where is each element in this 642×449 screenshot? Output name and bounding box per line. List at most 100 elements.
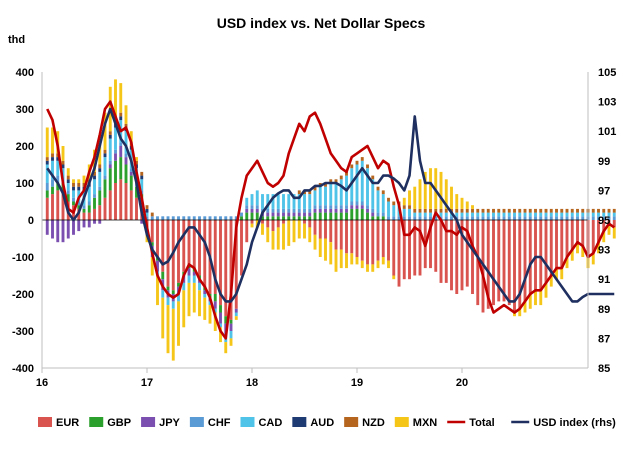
bar-jpy [366, 208, 369, 213]
bar-nzd [481, 208, 485, 213]
bar-cad [245, 197, 249, 206]
bar-cad [61, 168, 65, 180]
bar-eur [591, 220, 595, 254]
bar-cad [124, 131, 128, 154]
bar-cad [471, 212, 474, 217]
bar-gbp [266, 216, 270, 220]
bar-chf [255, 205, 259, 209]
bar-jpy [140, 220, 144, 224]
bar-chf [208, 216, 212, 220]
bar-nzd [581, 208, 585, 213]
bar-eur [350, 220, 354, 254]
bar-mxn [444, 179, 448, 209]
bar-jpy [87, 220, 91, 228]
bar-eur [602, 220, 606, 232]
bar-mxn [282, 223, 285, 250]
bar-nzd [371, 175, 375, 180]
bar-jpy [324, 208, 327, 213]
bar-cad [108, 138, 112, 161]
y-right-tick-label: 91 [598, 274, 610, 286]
bar-mxn [366, 264, 369, 272]
bar-gbp [313, 212, 317, 220]
bar-cad [250, 194, 254, 206]
bar-eur [129, 190, 133, 220]
bar-chf [345, 205, 348, 209]
bar-jpy [72, 220, 75, 235]
bar-nzd [82, 183, 86, 187]
bar-chf [156, 216, 159, 220]
bar-chf [318, 205, 322, 209]
bar-jpy [203, 290, 207, 294]
bar-mxn [308, 227, 312, 243]
bar-chf [103, 175, 107, 180]
bar-chf [555, 216, 558, 220]
bar-jpy [124, 157, 128, 165]
bar-mxn [177, 301, 180, 346]
bar-gbp [77, 205, 81, 209]
bar-nzd [602, 208, 606, 213]
bar-mxn [360, 260, 364, 269]
legend-swatch-gbp [89, 417, 104, 427]
bar-mxn [51, 127, 54, 154]
bar-eur [313, 220, 317, 235]
bar-chf [371, 208, 375, 213]
bar-chf [576, 216, 579, 220]
bar-mxn [61, 146, 65, 161]
bar-mxn [66, 168, 70, 176]
bar-chf [271, 208, 275, 213]
bar-eur [182, 220, 186, 272]
bar-chf [350, 201, 354, 206]
bar-mxn [208, 305, 212, 324]
bar-chf [77, 201, 81, 206]
bar-gbp [72, 201, 75, 206]
bar-cad [103, 157, 107, 176]
bar-cad [549, 212, 553, 217]
bar-nzd [308, 190, 312, 195]
bar-nzd [434, 208, 438, 213]
y-right-tick-label: 105 [598, 67, 616, 79]
bar-eur [345, 220, 348, 254]
bar-nzd [329, 179, 333, 183]
y-left-tick-label: -400 [12, 363, 34, 375]
bar-chf [329, 205, 333, 209]
bar-cad [523, 212, 527, 217]
bar-aud [140, 175, 144, 180]
bar-nzd [145, 205, 149, 209]
x-tick-label: 18 [246, 377, 258, 389]
bar-mxn [129, 131, 133, 143]
bar-cad [555, 212, 558, 217]
legend-label-chf: CHF [208, 417, 231, 429]
bar-jpy [129, 171, 133, 176]
bar-cad [208, 301, 212, 306]
bar-nzd [61, 160, 65, 165]
bar-cad [507, 212, 511, 217]
chart-title: USD index vs. Net Dollar Specs [217, 15, 426, 31]
bar-cad [460, 212, 464, 217]
bar-mxn [156, 275, 159, 306]
bar-jpy [108, 164, 112, 169]
bar-eur [93, 208, 96, 220]
bar-mxn [513, 312, 516, 317]
bar-jpy [345, 208, 348, 213]
bar-gbp [51, 186, 54, 195]
bar-chf [119, 142, 123, 146]
bar-jpy [187, 268, 191, 276]
bar-nzd [93, 171, 96, 176]
bar-cad [276, 194, 280, 209]
bar-eur [397, 220, 401, 287]
bar-gbp [250, 212, 254, 220]
bar-jpy [339, 208, 343, 213]
legend-swatch-mxn [394, 417, 409, 427]
bar-cad [324, 186, 327, 206]
bar-eur [518, 220, 522, 309]
bar-eur [450, 220, 453, 291]
bar-cad [612, 212, 616, 217]
bar-chf [187, 216, 191, 220]
bar-eur [203, 220, 207, 287]
bar-chf [303, 208, 306, 213]
y-axis-right-ticks: 105 103 101 99 97 95 93 91 89 87 85 [598, 67, 616, 375]
y-right-tick-label: 101 [598, 126, 616, 138]
bar-cad [161, 290, 165, 298]
bar-cad [560, 212, 564, 217]
bar-mxn [150, 257, 154, 276]
